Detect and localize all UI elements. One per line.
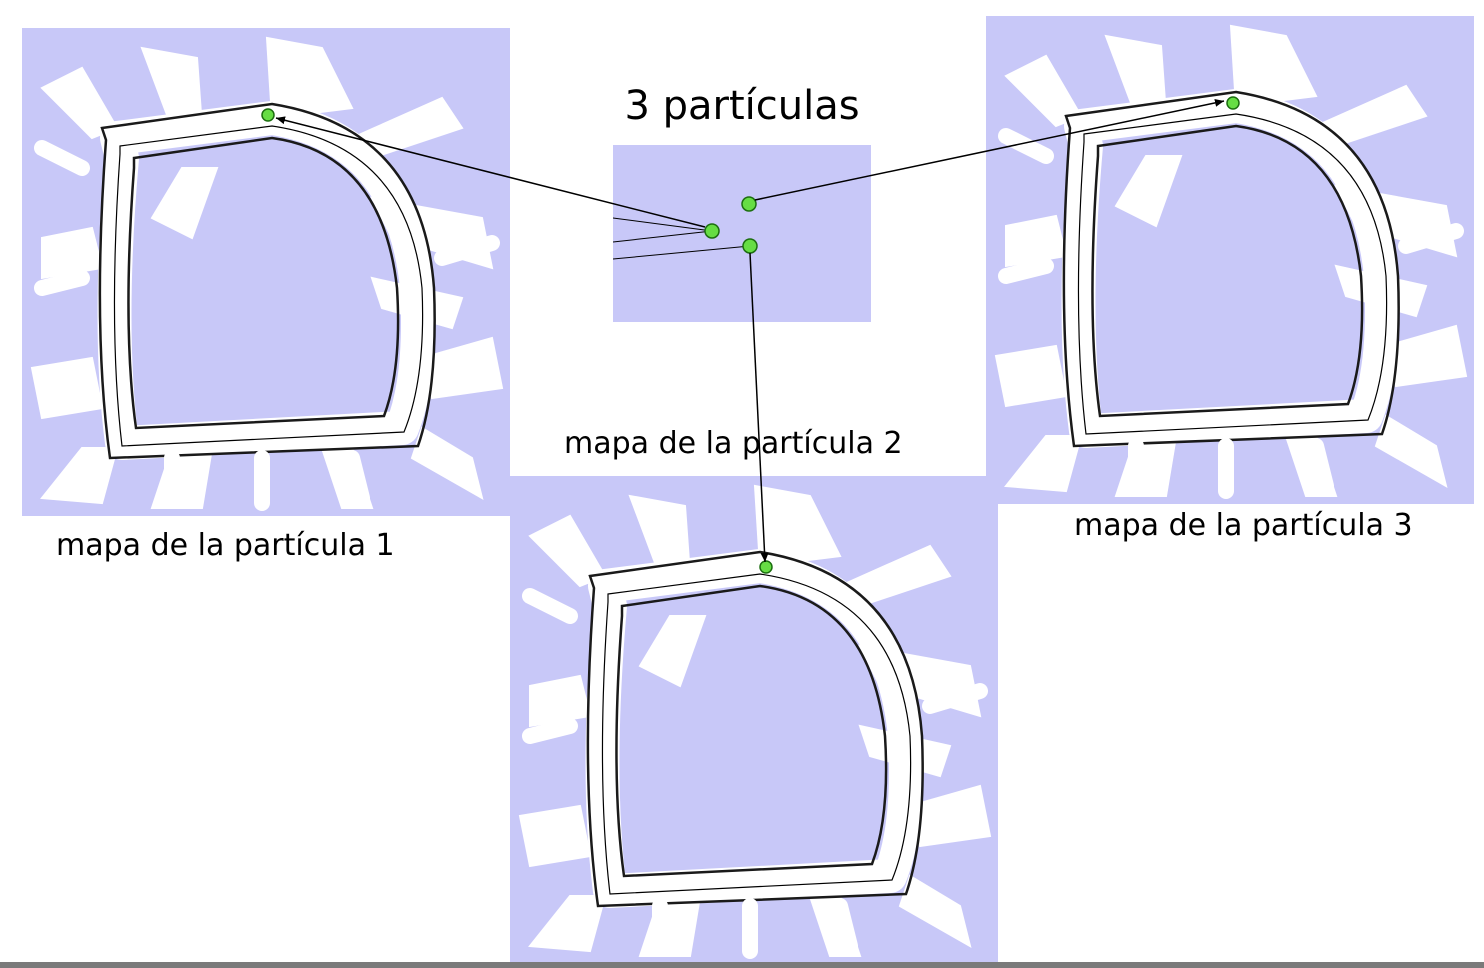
particle-1-pose-marker [261, 108, 275, 122]
caption-map-3: mapa de la partícula 3 [1074, 508, 1413, 543]
particle-2-map [510, 476, 998, 964]
particle-1-map [22, 28, 510, 516]
particle-2-pose-marker [759, 560, 773, 574]
bottom-bar [0, 962, 1484, 968]
diagram-title: 3 partículas [624, 83, 860, 129]
particles-panel [613, 145, 871, 322]
particle-2-marker [742, 238, 758, 254]
particle-3-marker [741, 196, 757, 212]
particle-1-marker [704, 223, 720, 239]
caption-map-2: mapa de la partícula 2 [564, 426, 903, 461]
caption-map-1: mapa de la partícula 1 [56, 528, 395, 563]
particle-3-pose-marker [1226, 96, 1240, 110]
particle-3-map [986, 16, 1474, 504]
